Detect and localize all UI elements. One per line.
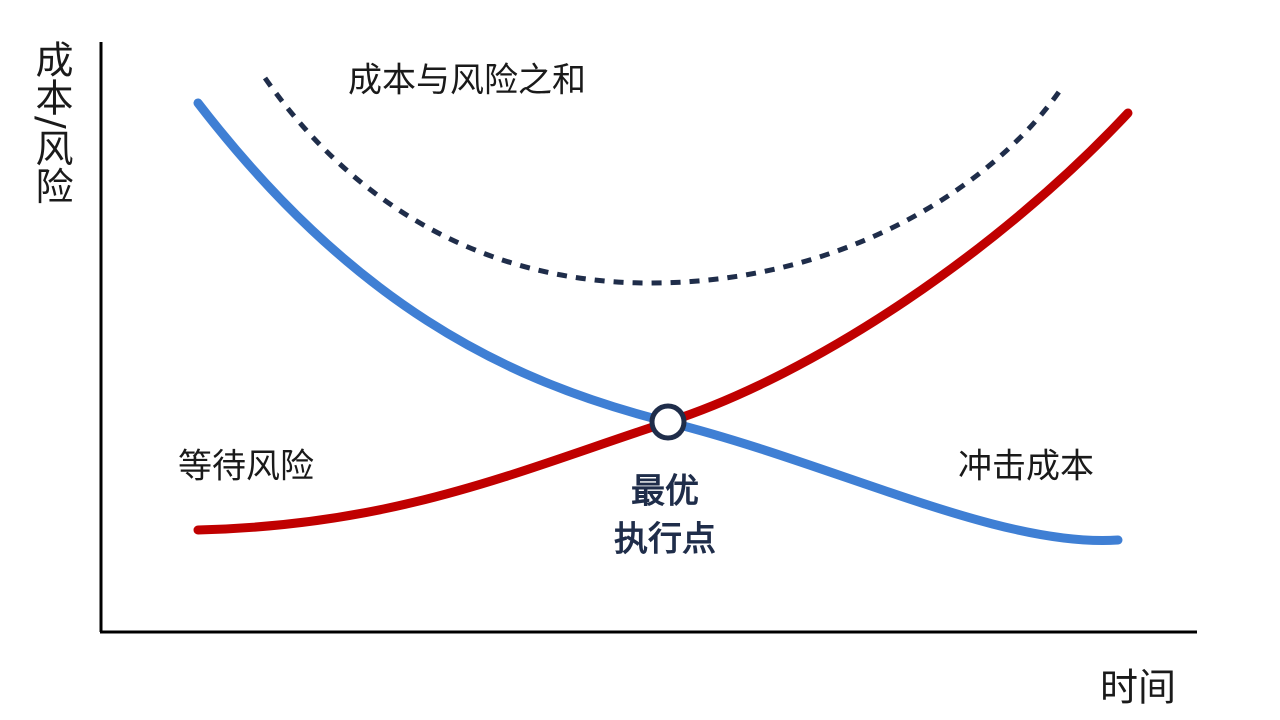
y-axis-label: 成本/风险 [29,40,73,205]
optimal-point-marker [649,403,687,441]
waiting-risk-label: 等待风险 [178,447,314,487]
optimal-label: 执行点 [614,520,716,560]
sum-label: 成本与风险之和 [348,61,586,101]
optimal-label: 最优 [631,472,699,512]
sum-curve [262,76,1066,286]
x-axis-label: 时间 [1100,666,1176,710]
impact-cost-label: 冲击成本 [958,447,1094,487]
